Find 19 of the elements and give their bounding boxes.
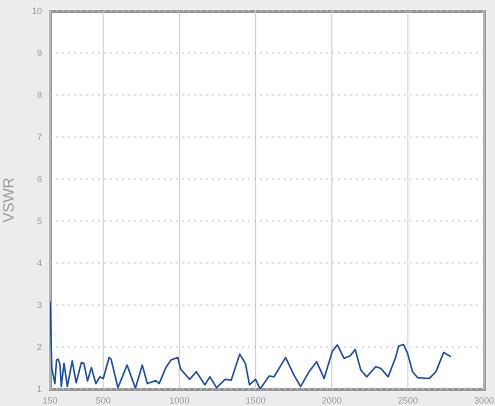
y-tick-label: 3	[36, 300, 42, 310]
y-tick-label: 10	[32, 6, 42, 16]
x-tick-label: 3000	[474, 395, 494, 406]
x-tick-label: 1000	[169, 395, 190, 406]
y-tick-label: 2	[36, 342, 42, 352]
y-tick-label: 8	[36, 90, 42, 100]
x-tick-label: 150	[42, 395, 58, 406]
y-tick-label: 7	[36, 132, 42, 142]
x-tick-label: 2500	[398, 395, 418, 406]
x-tick-label: 1500	[246, 395, 266, 406]
y-tick-label: 6	[36, 174, 42, 184]
y-axis-title: VSWR	[0, 177, 18, 222]
x-tick-label: 2000	[322, 395, 342, 406]
y-tick-label: 5	[36, 216, 42, 226]
y-tick-label: 9	[36, 48, 42, 58]
y-tick-label: 4	[36, 258, 42, 268]
y-tick-label: 1	[36, 384, 42, 394]
line-series	[50, 300, 452, 389]
x-tick-label: 500	[96, 395, 111, 406]
